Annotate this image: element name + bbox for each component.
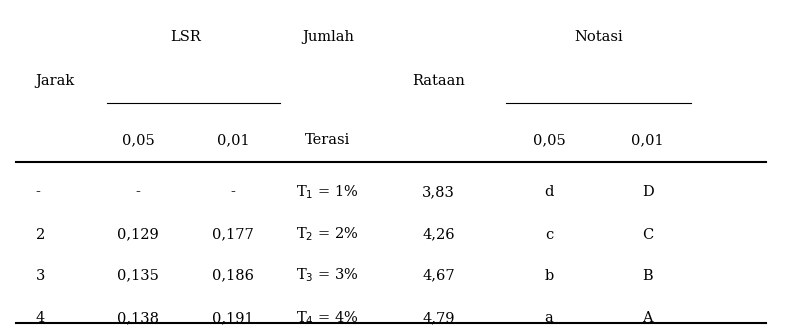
Text: 0,186: 0,186 [212, 269, 254, 282]
Text: 3: 3 [36, 269, 45, 282]
Text: LSR: LSR [171, 30, 201, 44]
Text: -: - [231, 185, 235, 199]
Text: c: c [545, 228, 553, 241]
Text: Terasi: Terasi [305, 133, 351, 147]
Text: T$_4$ = 4%: T$_4$ = 4% [296, 309, 359, 327]
Text: 3,83: 3,83 [422, 185, 455, 199]
Text: T$_2$ = 2%: T$_2$ = 2% [296, 226, 359, 243]
Text: T$_1$ = 1%: T$_1$ = 1% [296, 183, 359, 201]
Text: d: d [544, 185, 554, 199]
Text: 0,138: 0,138 [117, 311, 160, 325]
Text: 0,177: 0,177 [213, 228, 254, 241]
Text: b: b [544, 269, 554, 282]
Text: a: a [544, 311, 554, 325]
Text: -: - [36, 185, 40, 199]
Text: Rataan: Rataan [412, 74, 465, 88]
Text: 4,67: 4,67 [422, 269, 455, 282]
Text: Jumlah: Jumlah [302, 30, 354, 44]
Text: 0,191: 0,191 [213, 311, 254, 325]
Text: T$_3$ = 3%: T$_3$ = 3% [296, 267, 359, 284]
Text: 4: 4 [36, 311, 45, 325]
Text: 2: 2 [36, 228, 45, 241]
Text: A: A [642, 311, 653, 325]
Text: C: C [642, 228, 653, 241]
Text: 0,01: 0,01 [631, 133, 664, 147]
Text: 0,01: 0,01 [216, 133, 250, 147]
Text: Notasi: Notasi [574, 30, 623, 44]
Text: -: - [136, 185, 141, 199]
Text: Jarak: Jarak [36, 74, 75, 88]
Text: 0,05: 0,05 [532, 133, 566, 147]
Text: 4,26: 4,26 [422, 228, 455, 241]
Text: 4,79: 4,79 [422, 311, 455, 325]
Text: B: B [642, 269, 653, 282]
Text: 0,05: 0,05 [122, 133, 155, 147]
Text: 0,135: 0,135 [117, 269, 160, 282]
Text: D: D [642, 185, 653, 199]
Text: 0,129: 0,129 [118, 228, 159, 241]
